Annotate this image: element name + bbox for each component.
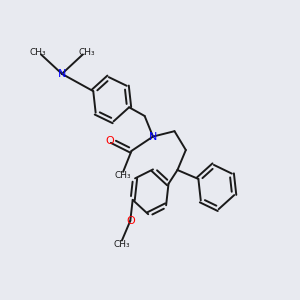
Text: O: O	[126, 216, 135, 226]
Text: CH₃: CH₃	[115, 171, 131, 180]
Text: N: N	[58, 69, 66, 79]
Text: O: O	[105, 136, 114, 146]
Text: CH₃: CH₃	[114, 240, 130, 249]
Text: N: N	[149, 132, 157, 142]
Text: CH₃: CH₃	[78, 48, 95, 57]
Text: CH₃: CH₃	[29, 48, 46, 57]
